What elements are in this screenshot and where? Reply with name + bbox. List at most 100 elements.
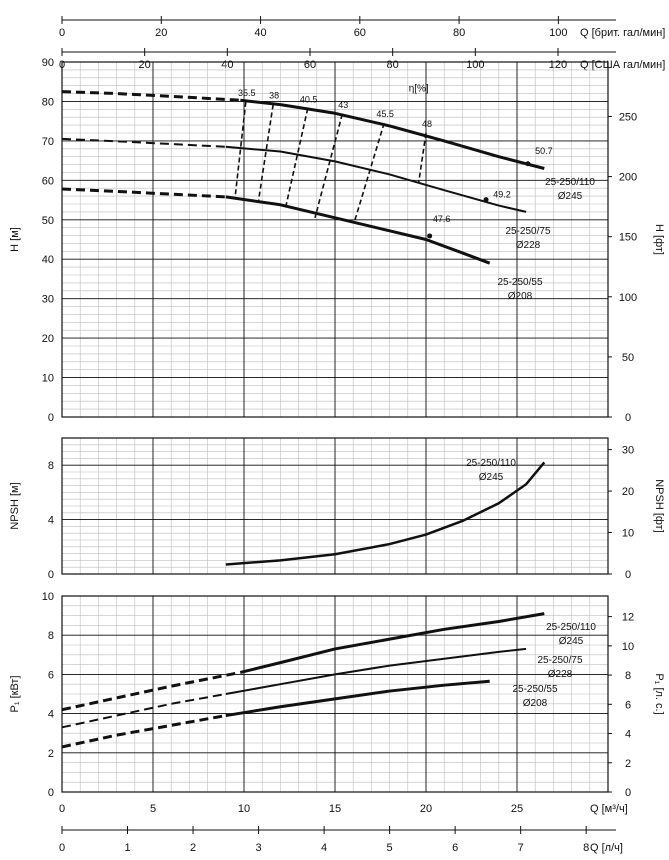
- efficiency-label: 35.5: [238, 88, 256, 98]
- series-line: [225, 195, 491, 265]
- y2-tick-label: 250: [619, 111, 637, 123]
- series-diameter-label: Ø228: [548, 669, 573, 680]
- axis-tick-label: 40: [254, 27, 266, 39]
- y-axis-label: H [м]: [9, 227, 21, 252]
- y-tick-label: 6: [48, 669, 54, 681]
- y2-tick-label: 8: [625, 670, 631, 682]
- axis-tick-label: 120: [549, 59, 567, 71]
- efficiency-point: [483, 197, 489, 203]
- efficiency-line: [285, 108, 309, 207]
- y2-tick-label: 50: [622, 352, 634, 364]
- bottom-axes: 0 5 10 15 20 25 Q [м³/ч] 0 1 2 3 4 5 6 7 8 Q [л/ч]: [59, 803, 628, 854]
- y-tick-label: 20: [42, 333, 54, 345]
- q-ls-axis-label: Q [л/ч]: [590, 842, 623, 854]
- y2-tick-label: 100: [619, 292, 637, 304]
- y2-tick-label: 0: [625, 569, 631, 581]
- head-panel: 0 10 20 30 40 50 60 70 80 90 0 50 100 150 200 250 H [м] H…: [9, 57, 665, 424]
- axis-tick-label: 15: [329, 803, 341, 815]
- series-diameter-label: Ø245: [479, 472, 504, 483]
- efficiency-line: [354, 122, 385, 221]
- series-label: 25-250/55: [512, 684, 557, 695]
- y-tick-label: 90: [42, 57, 54, 69]
- y-tick-label: 2: [48, 748, 54, 760]
- y-tick-label: 50: [42, 215, 54, 227]
- y2-tick-label: 4: [625, 729, 631, 741]
- efficiency-label: 45.5: [376, 109, 394, 119]
- series-label: 25-250/75: [537, 655, 582, 666]
- series-diameter-label: Ø208: [523, 698, 548, 709]
- series-label: 25-250/55: [497, 277, 542, 288]
- head-frame: [61, 61, 609, 418]
- series-dashed-line: [61, 714, 227, 749]
- efficiency-label: 40.5: [300, 95, 318, 105]
- axis-tick-label: 5: [150, 803, 156, 815]
- axis-tick-label: 20: [139, 59, 151, 71]
- axis-tick-label: 2: [190, 842, 196, 854]
- efficiency-point-label: 47.6: [433, 214, 451, 224]
- axis-tick-label: 8: [583, 842, 589, 854]
- series-line: [225, 461, 546, 566]
- series-line: [225, 679, 490, 718]
- axis-tick-label: 0: [59, 803, 65, 815]
- axis-tick-label: 80: [387, 59, 399, 71]
- y-tick-label: 8: [48, 460, 54, 472]
- efficiency-label: 43: [338, 100, 348, 110]
- y2-tick-label: 150: [619, 232, 637, 244]
- y2-tick-label: 12: [622, 612, 634, 624]
- y2-tick-label: 0: [625, 787, 631, 799]
- y-tick-label: 0: [48, 412, 54, 424]
- q-us-axis-label: Q [США гал/мин]: [580, 59, 665, 71]
- y2-axis-label: P₁ [л. с.]: [653, 673, 665, 714]
- npsh-panel: 0 4 8 0 10 20 30 NPSH [м] NPSH [фт] 25-250/110 Ø24…: [9, 437, 665, 581]
- q-m3h-axis-label: Q [м³/ч]: [590, 803, 628, 815]
- series-line: [225, 145, 527, 213]
- y-tick-label: 10: [42, 373, 54, 385]
- axis-tick-label: 100: [466, 59, 484, 71]
- efficiency-label: 48: [422, 119, 432, 129]
- y2-tick-label: 6: [625, 699, 631, 711]
- series-line: [240, 612, 545, 674]
- efficiency-line: [314, 113, 344, 219]
- axis-tick-label: 6: [452, 842, 458, 854]
- efficiency-point: [525, 161, 531, 167]
- efficiency-line: [417, 132, 427, 183]
- series-diameter-label: Ø228: [516, 240, 541, 251]
- y-axis-label: P₁ [кВт]: [9, 675, 21, 712]
- y2-tick-label: 30: [622, 445, 634, 457]
- series-line: [240, 98, 545, 170]
- y2-tick-label: 200: [619, 172, 637, 184]
- series-dashed-line: [61, 90, 241, 102]
- efficiency-line: [234, 101, 247, 199]
- series-label: 25-250/110: [546, 622, 596, 633]
- y-tick-label: 8: [48, 630, 54, 642]
- axis-tick-label: 100: [549, 27, 567, 39]
- axis-tick-label: 60: [304, 59, 316, 71]
- q-imp-axis-label: Q [брит. гал/мин]: [580, 27, 665, 39]
- y-tick-label: 4: [48, 709, 54, 721]
- y-axis-label: NPSH [м]: [9, 482, 21, 529]
- series-dashed-line: [61, 187, 226, 199]
- axis-tick-label: 3: [256, 842, 262, 854]
- y2-tick-label: 10: [622, 528, 634, 540]
- y2-tick-label: 0: [625, 412, 631, 424]
- axis-tick-label: 7: [518, 842, 524, 854]
- axis-tick-label: 80: [453, 27, 465, 39]
- efficiency-point-label: 49.2: [493, 190, 511, 200]
- efficiency-label: 38: [269, 91, 279, 101]
- power-panel: 0 2 4 6 8 10 0 2 4 6 8 10 12 P₁ [кВт] P₁ [л. с.] 25-250…: [9, 591, 665, 799]
- series-label: 25-250/110: [466, 458, 516, 469]
- y2-tick-label: 20: [622, 486, 634, 498]
- series-diameter-label: Ø245: [559, 636, 584, 647]
- y2-tick-label: 2: [625, 758, 631, 770]
- axis-tick-label: 4: [321, 842, 327, 854]
- series-line: [225, 647, 527, 695]
- y-tick-label: 40: [42, 254, 54, 266]
- axis-tick-label: 10: [238, 803, 250, 815]
- axis-tick-label: 1: [124, 842, 130, 854]
- series-label: 25-250/75: [505, 226, 550, 237]
- y2-axis-label: H [фт]: [653, 224, 665, 255]
- y-tick-label: 60: [42, 175, 54, 187]
